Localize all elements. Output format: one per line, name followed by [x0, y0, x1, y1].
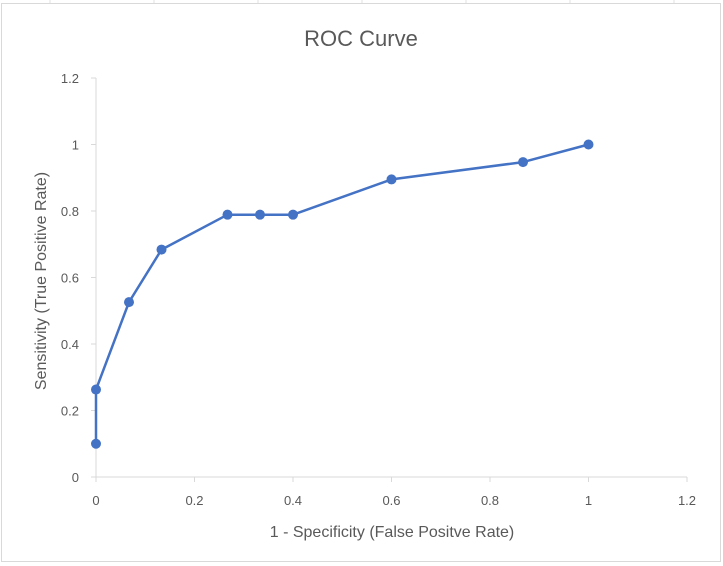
data-point[interactable] — [517, 157, 528, 168]
y-axis: 0 0.2 0.4 0.6 0.8 1 1.2 — [61, 71, 97, 485]
x-tick-label: 0.4 — [284, 493, 302, 508]
roc-chart: ROC Curve 0 0.2 0.4 0.6 0.8 1 1.2 0 0.2 0.4 0.6 0.… — [33, 26, 696, 541]
y-tick-label: 0.8 — [61, 204, 79, 219]
y-tick-label: 0.4 — [61, 337, 79, 352]
chart-title: ROC Curve — [304, 26, 418, 51]
y-tick-label: 1 — [72, 138, 79, 153]
x-tick-label: 0 — [92, 493, 99, 508]
x-tick-label: 0.2 — [185, 493, 203, 508]
x-tick-label: 0.8 — [481, 493, 499, 508]
data-point[interactable] — [386, 174, 397, 185]
x-axis: 0 0.2 0.4 0.6 0.8 1 1.2 — [92, 476, 696, 508]
data-point[interactable] — [156, 244, 167, 255]
x-axis-label: 1 - Specificity (False Positve Rate) — [270, 524, 515, 541]
x-tick-label: 0.6 — [382, 493, 400, 508]
data-point[interactable] — [91, 384, 101, 395]
y-tick-label: 1.2 — [61, 71, 79, 86]
data-point[interactable] — [255, 209, 266, 220]
y-tick-label: 0.6 — [61, 271, 79, 286]
data-point[interactable] — [583, 139, 594, 150]
y-axis-label: Sensitivity (True Positive Rate) — [33, 172, 50, 390]
data-point[interactable] — [123, 297, 134, 308]
data-point[interactable] — [288, 209, 298, 220]
chart-area[interactable]: ROC Curve 0 0.2 0.4 0.6 0.8 1 1.2 0 0.2 0.4 0.6 0.… — [1, 3, 721, 562]
x-tick-label: 1 — [585, 493, 592, 508]
series-line — [94, 143, 589, 444]
data-point[interactable] — [91, 438, 101, 449]
y-tick-label: 0.2 — [61, 404, 79, 419]
data-point[interactable] — [222, 209, 233, 220]
y-tick-label: 0 — [72, 470, 79, 485]
x-tick-label: 1.2 — [678, 493, 696, 508]
series-roc — [91, 139, 594, 449]
